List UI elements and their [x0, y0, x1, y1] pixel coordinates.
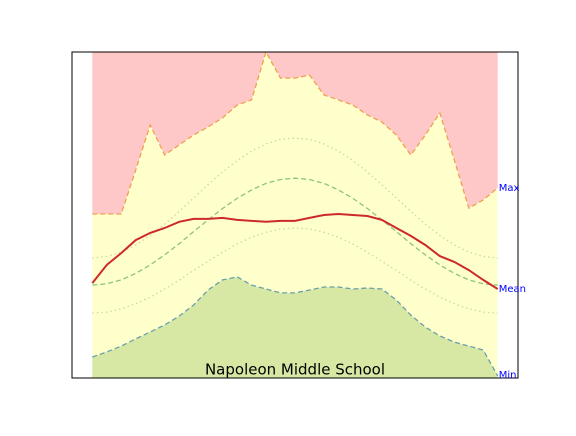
chart-title: Napoleon Middle School: [205, 361, 385, 379]
plot: [91, 50, 499, 378]
series-label: Mean: [499, 284, 526, 295]
series-line: [91, 212, 499, 290]
series-line: [92, 177, 498, 286]
series-line: [92, 276, 499, 377]
series-label: Min: [499, 370, 517, 381]
band-fill: [92, 52, 498, 376]
series-label: Max: [499, 183, 520, 194]
plot-frame: [71, 51, 519, 379]
series-line: [92, 50, 499, 215]
area-fill: [92, 276, 498, 378]
area-fill: [92, 52, 498, 214]
series-line: [92, 227, 498, 314]
